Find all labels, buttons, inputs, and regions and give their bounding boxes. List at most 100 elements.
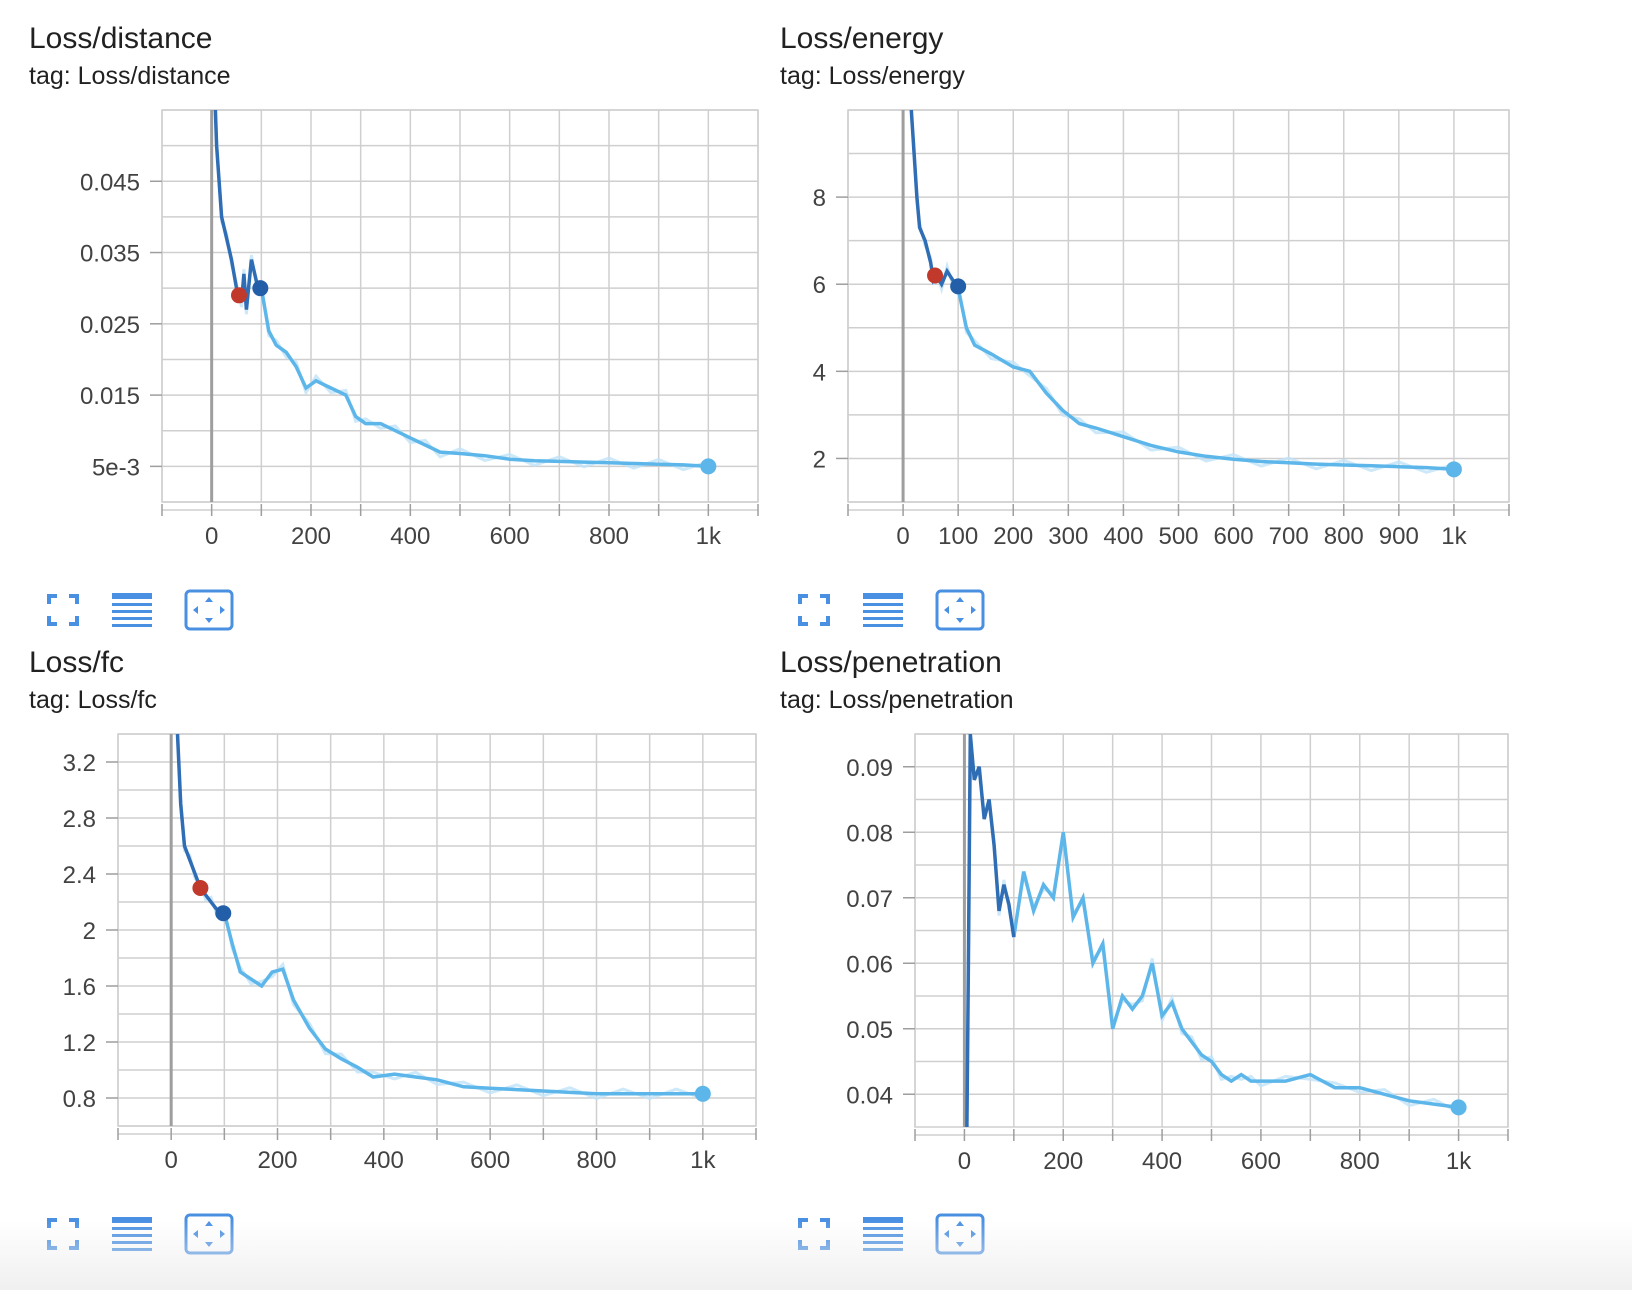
chart-card-penetration: Loss/penetration tag: Loss/penetration 0… [751,624,1551,1269]
chart-card-fc: Loss/fc tag: Loss/fc 0 200 400 600 800 1k 0.8 1… [0,624,800,1269]
fullscreen-icon [47,1218,79,1250]
fullscreen-button[interactable] [46,593,80,627]
x-tick-label: 800 [1340,1148,1380,1175]
toggle-log-scale-button[interactable] [110,591,154,629]
line-chart-distance[interactable]: 0 200 400 600 800 1k 5e-3 0.015 0.025 0.035 0.045 [0,0,800,645]
fullscreen-button[interactable] [797,593,831,627]
chart-toolbar [46,1212,264,1256]
chart-toolbar [46,588,264,632]
x-tick-label: 200 [257,1147,297,1174]
x-tick-label: 0 [896,523,909,550]
fit-domain-icon [935,589,985,631]
smoothed-series-line [259,287,709,469]
data-point-marker [950,278,967,295]
x-tick-label: 0 [205,523,218,550]
y-tick-label: 0.06 [846,951,893,978]
chart-card-energy: Loss/energy tag: Loss/energy 0 100 200 300 4… [751,0,1551,645]
toggle-log-scale-button[interactable] [110,1215,154,1253]
y-tick-label: 0.8 [63,1086,96,1113]
data-point-marker [215,905,232,922]
fit-domain-button[interactable] [935,1213,985,1255]
smoothed-series-line-highlight [965,734,1016,1127]
line-chart-penetration[interactable]: 0 200 400 600 800 1k 0.04 0.05 0.06 0.07 0.08 0.09 [751,624,1551,1269]
series-group [909,110,1455,474]
chart-tag: tag: Loss/penetration [780,686,1014,714]
y-tick-label: 0.045 [80,169,140,196]
raw-series-line [965,738,1460,1127]
grid-lines [914,733,1509,1127]
x-tick-label: 400 [364,1147,404,1174]
x-tick-label: 300 [1048,523,1088,550]
y-tick-label: 0.07 [846,886,893,913]
y-tick-label: 2 [813,446,826,473]
chart-title: Loss/distance [29,22,213,55]
series-group [965,734,1460,1127]
x-tick-label: 600 [490,523,530,550]
list-lines-icon [112,593,152,627]
y-tick-label: 2 [83,918,96,945]
y-tick-label: 0.04 [846,1082,893,1109]
x-tick-label: 800 [589,523,629,550]
chart-tag: tag: Loss/energy [780,62,965,90]
x-tick-label: 200 [1043,1148,1083,1175]
fit-domain-icon [184,1213,234,1255]
data-point-marker [1445,461,1462,478]
y-tick-label: 0.09 [846,755,893,782]
x-tick-label: 100 [938,523,978,550]
x-tick-label: 800 [1324,523,1364,550]
y-tick-label: 1.6 [63,974,96,1001]
x-tick-label: 900 [1379,523,1419,550]
y-tick-label: 6 [813,272,826,299]
y-tick-label: 2.4 [63,862,96,889]
fit-domain-button[interactable] [935,589,985,631]
grid-lines [161,109,759,503]
smoothed-series-line-highlight [909,110,960,290]
x-tick-label: 1k [690,1147,716,1174]
fullscreen-icon [798,594,830,626]
chart-title: Loss/energy [780,22,944,55]
data-point-marker [700,458,717,475]
chart-card-distance: Loss/distance tag: Loss/distance 0 200 400… [0,0,800,645]
y-tick-label: 0.05 [846,1017,893,1044]
fit-domain-button[interactable] [184,589,234,631]
grid-lines [847,109,1510,503]
y-tick-label: 0.025 [80,312,140,339]
y-tick-label: 8 [813,185,826,212]
x-tick-label: 1k [696,523,722,550]
x-tick-label: 1k [1446,1148,1472,1175]
smoothed-series-line [222,912,703,1096]
toggle-log-scale-button[interactable] [861,591,905,629]
chart-toolbar [797,1212,1015,1256]
raw-series-line [909,114,1455,474]
x-tick-label: 400 [390,523,430,550]
fullscreen-button[interactable] [797,1217,831,1251]
y-tick-label: 5e-3 [92,454,140,481]
chart-tag: tag: Loss/distance [29,62,231,90]
smoothed-series-line-highlight [213,110,263,310]
y-tick-label: 0.08 [846,820,893,847]
x-tick-label: 200 [291,523,331,550]
data-point-marker [230,287,247,304]
fullscreen-icon [798,1218,830,1250]
fullscreen-button[interactable] [46,1217,80,1251]
y-tick-label: 1.2 [63,1030,96,1057]
toggle-log-scale-button[interactable] [861,1215,905,1253]
line-chart-fc[interactable]: 0 200 400 600 800 1k 0.8 1.2 1.6 2 2.4 2.8 3.2 [0,624,800,1269]
x-tick-label: 600 [470,1147,510,1174]
raw-series-line [176,738,704,1101]
x-tick-label: 700 [1269,523,1309,550]
data-point-marker [694,1085,711,1102]
x-tick-label: 400 [1142,1148,1182,1175]
fit-domain-button[interactable] [184,1213,234,1255]
line-chart-energy[interactable]: 0 100 200 300 400 500 600 700 800 900 1k 2 4 6 8 [751,0,1551,645]
chart-toolbar [797,588,1015,632]
list-lines-icon [863,1217,903,1251]
x-tick-label: 0 [958,1148,971,1175]
smoothed-series-line [956,288,1455,472]
y-tick-label: 0.015 [80,383,140,410]
x-tick-label: 0 [164,1147,177,1174]
x-tick-label: 800 [576,1147,616,1174]
data-point-marker [192,880,209,896]
x-tick-label: 400 [1103,523,1143,550]
data-point-marker [252,280,269,297]
